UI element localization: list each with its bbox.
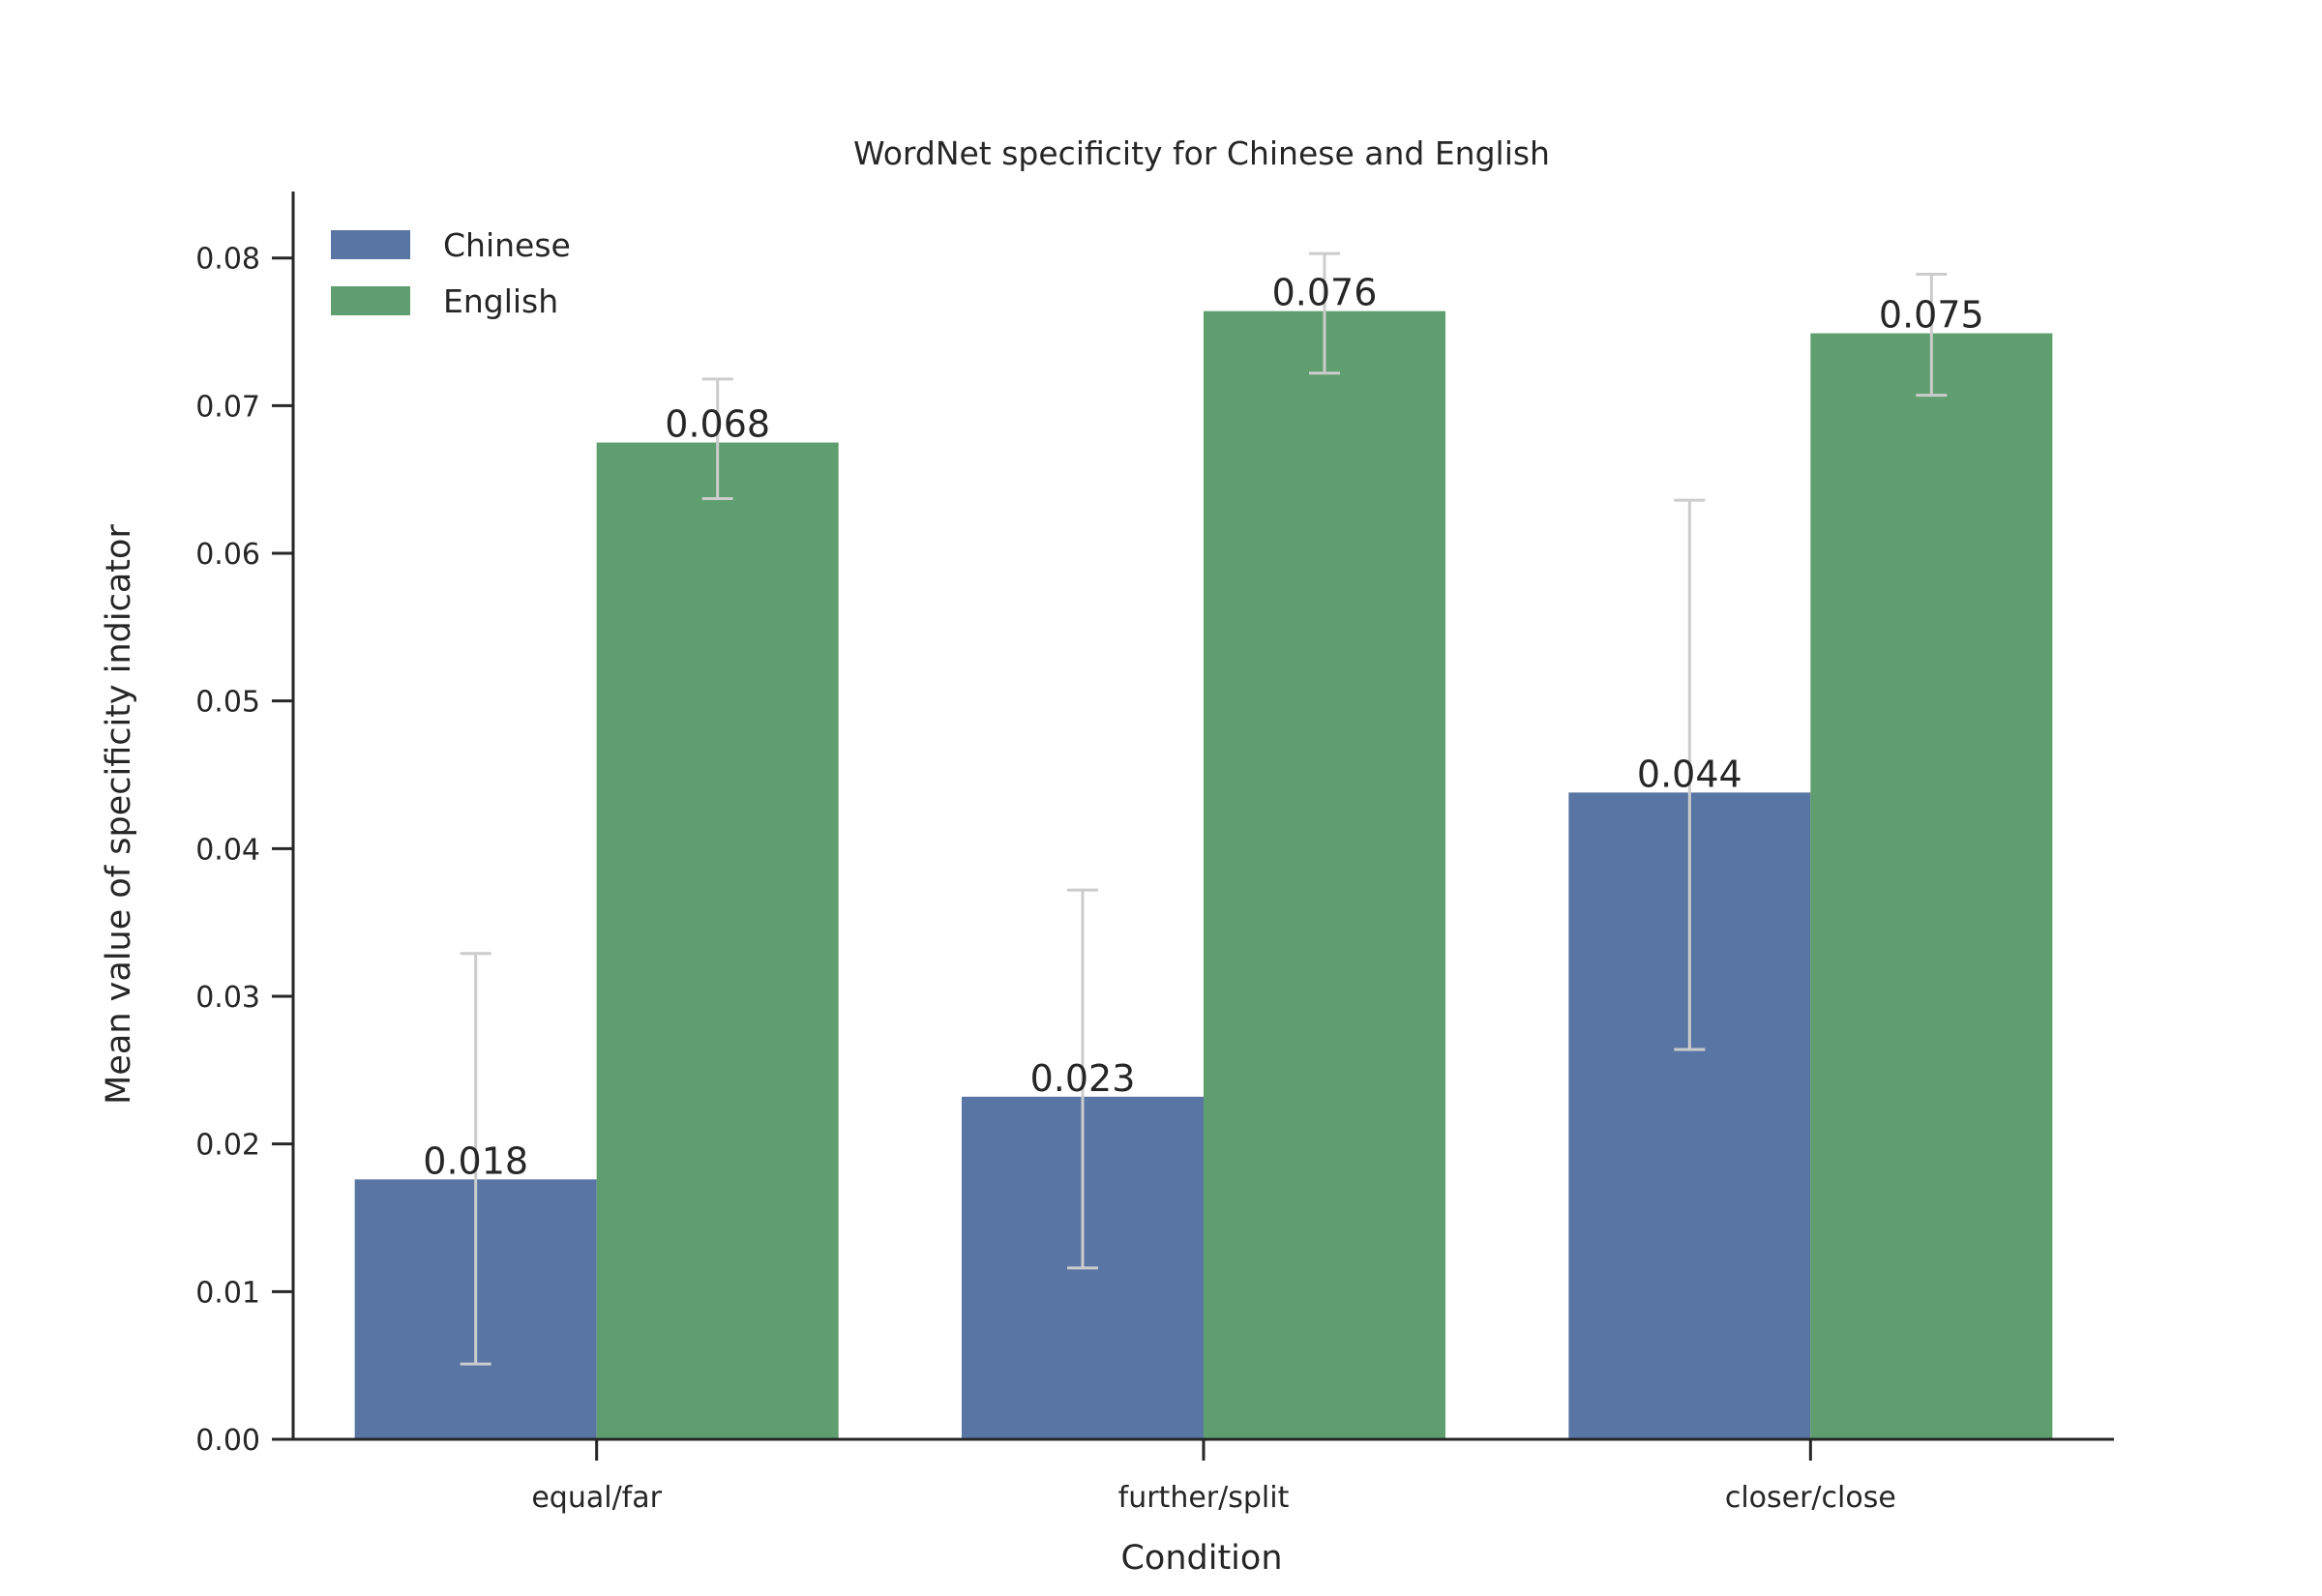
- error-bar-chinese-2: [1067, 888, 1098, 1270]
- bar-english-3: [1810, 333, 2053, 1440]
- legend-swatch-english: [331, 286, 410, 315]
- x-axis-label: Condition: [1120, 1539, 1282, 1578]
- value-label-english-2: 0.076: [1272, 272, 1378, 314]
- legend: Chinese English: [331, 226, 571, 320]
- value-label-english-1: 0.068: [665, 403, 770, 446]
- error-bars-group: [460, 251, 1948, 1366]
- x-axis: equal/far further/split closer/close: [293, 1437, 2114, 1515]
- y-tick-label: 0.07: [195, 390, 260, 424]
- error-bar-english-3: [1916, 272, 1948, 398]
- bars-group: [354, 310, 2053, 1440]
- y-axis: 0.00 0.01 0.02 0.03 0.04 0.05 0.06 0.07 0.08: [195, 192, 295, 1458]
- y-tick-label: 0.06: [195, 538, 260, 572]
- error-bar-chinese-1: [460, 952, 491, 1366]
- value-label-chinese-2: 0.023: [1030, 1057, 1136, 1100]
- bar-english-2: [1204, 310, 1445, 1440]
- value-label-chinese-3: 0.044: [1637, 753, 1742, 795]
- y-tick-label: 0.08: [195, 243, 260, 277]
- y-tick-label: 0.05: [195, 686, 260, 720]
- x-tick-label: equal/far: [531, 1481, 662, 1515]
- y-tick-label: 0.01: [195, 1276, 260, 1310]
- y-tick-label: 0.03: [195, 981, 260, 1015]
- value-label-chinese-1: 0.018: [423, 1139, 528, 1182]
- value-labels-group: 0.018 0.023 0.044 0.068 0.076 0.075: [423, 272, 1983, 1183]
- error-bar-english-2: [1309, 251, 1340, 375]
- y-tick-label: 0.04: [195, 833, 260, 867]
- legend-label-chinese: Chinese: [443, 226, 571, 264]
- y-tick-label: 0.02: [195, 1129, 260, 1163]
- x-tick-label: closer/close: [1725, 1481, 1896, 1515]
- chart-title: WordNet specificity for Chinese and Engl…: [853, 134, 1550, 172]
- y-tick-label: 0.00: [195, 1424, 260, 1458]
- bar-english-1: [596, 442, 839, 1440]
- error-bar-english-1: [701, 377, 733, 501]
- y-axis-label: Mean value of specificity indicator: [100, 524, 138, 1105]
- error-bar-chinese-3: [1674, 498, 1706, 1051]
- value-label-english-3: 0.075: [1879, 294, 1984, 337]
- legend-label-english: English: [443, 282, 558, 320]
- legend-swatch-chinese: [331, 230, 410, 259]
- x-tick-label: further/split: [1118, 1481, 1290, 1515]
